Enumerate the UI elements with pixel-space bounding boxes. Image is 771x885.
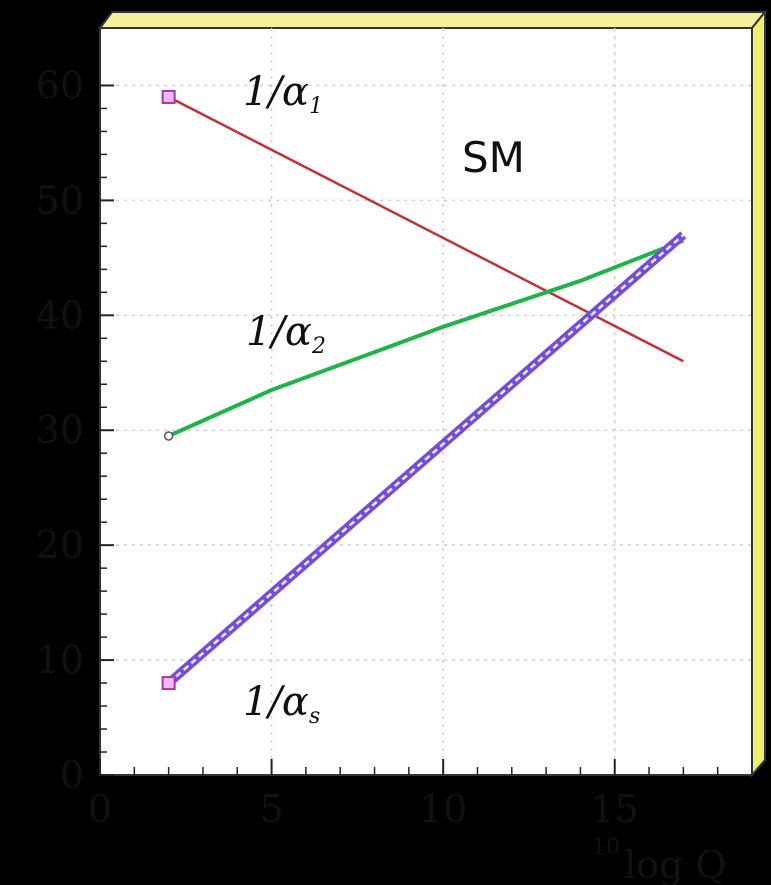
- y-axis: 0 10 20 30 40 50 60: [36, 63, 114, 797]
- y-tick-label: 0: [60, 753, 84, 797]
- series-alpha1-line: [168, 95, 684, 363]
- frame-top-face: [98, 11, 768, 29]
- y-tick-label: 10: [36, 638, 84, 682]
- y-tick-label: 20: [36, 523, 84, 567]
- series-group: [161, 89, 687, 691]
- series-label-alphas-main: 1/α: [243, 679, 309, 725]
- y-tick-label: 40: [36, 293, 84, 337]
- frame-right-face: [751, 9, 766, 778]
- y-tick-label: 50: [36, 178, 84, 222]
- series-label-alphas-sub: s: [309, 704, 320, 729]
- x-tick-label: 5: [259, 787, 283, 831]
- sm-annotation: SM: [462, 133, 525, 182]
- x-axis-title-main: log Q: [624, 843, 727, 885]
- x-tick-label: 15: [591, 787, 639, 831]
- y-tick-label: 60: [36, 63, 84, 107]
- series-alpha2-line: [167, 238, 685, 438]
- x-tick-label: 10: [419, 787, 467, 831]
- x-axis: 0 5 10 15: [88, 759, 719, 831]
- series-alpha2-marker: [163, 431, 174, 441]
- series-label-alpha2-sub: 2: [311, 334, 326, 359]
- series-label-alpha1-main: 1/α: [243, 69, 309, 115]
- x-axis-title-sup: 10: [592, 835, 620, 860]
- x-tick-label: 0: [88, 787, 112, 831]
- y-tick-label: 30: [36, 408, 84, 452]
- series-alphas-marker: [161, 676, 176, 691]
- series-label-alpha2-main: 1/α: [246, 309, 312, 355]
- series-alpha1-marker: [161, 89, 176, 104]
- series-label-alpha1: 1/α1: [243, 69, 323, 119]
- x-axis-title: 10 log Q: [592, 835, 727, 885]
- series-label-alpha2: 1/α2: [246, 309, 326, 359]
- series-label-alpha1-sub: 1: [309, 94, 323, 119]
- series-label-alphas: 1/αs: [243, 679, 320, 729]
- series-alphas-inner: [167, 233, 685, 685]
